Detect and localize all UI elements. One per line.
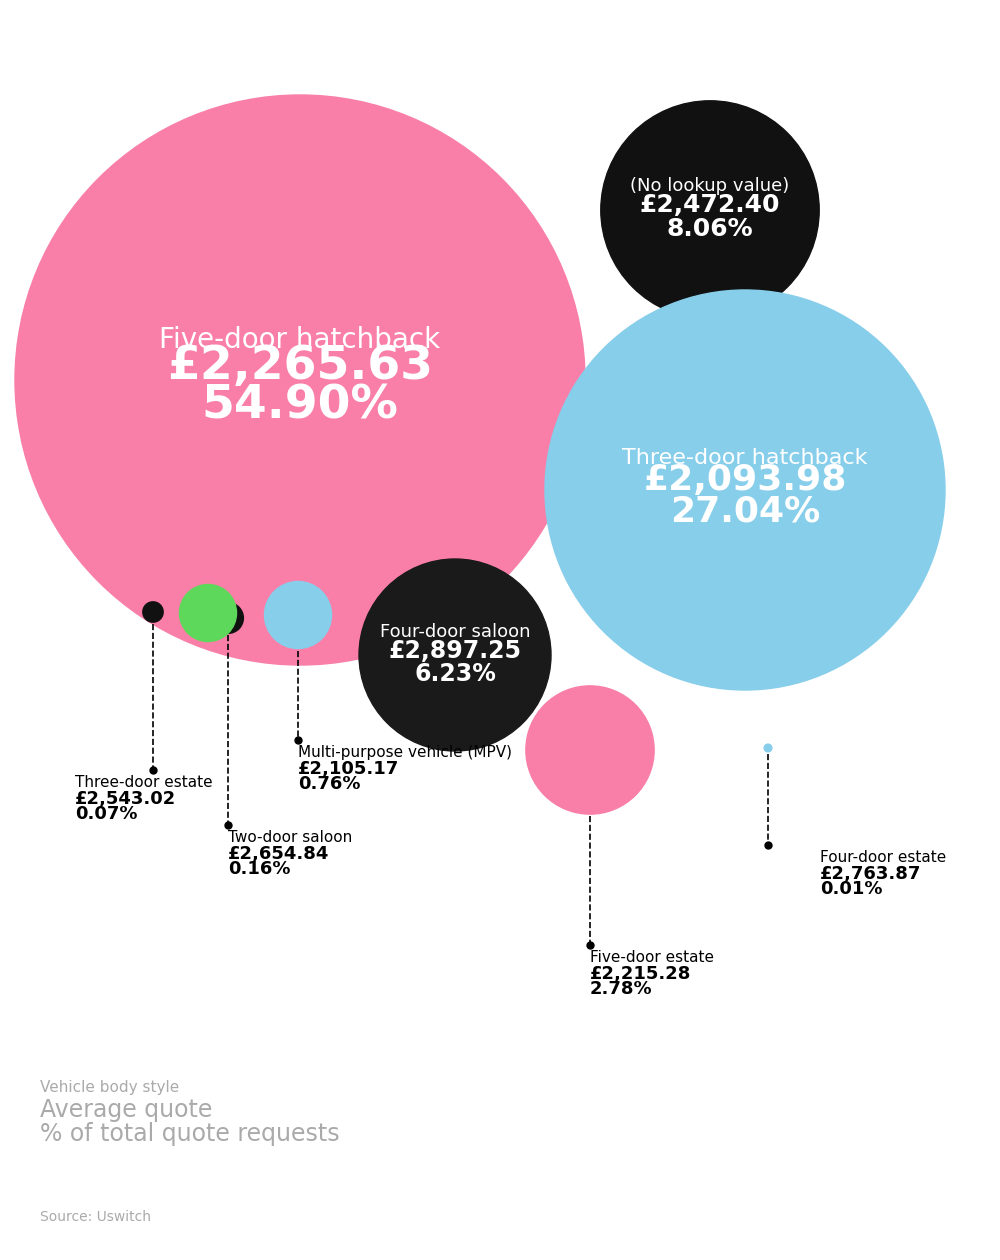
Circle shape — [179, 585, 237, 641]
Text: Four-door estate: Four-door estate — [820, 850, 946, 866]
Text: £2,543.02: £2,543.02 — [75, 790, 176, 808]
Text: £2,763.87: £2,763.87 — [820, 866, 921, 883]
Text: £2,215.28: £2,215.28 — [590, 965, 691, 983]
Text: 0.76%: 0.76% — [298, 775, 360, 793]
Text: 6.23%: 6.23% — [414, 662, 496, 685]
Circle shape — [15, 94, 585, 665]
Text: 0.01%: 0.01% — [820, 879, 883, 898]
Circle shape — [359, 559, 551, 751]
Text: Four-door saloon: Four-door saloon — [380, 622, 530, 641]
Text: 2.78%: 2.78% — [590, 980, 653, 998]
Text: 0.07%: 0.07% — [75, 805, 138, 823]
Text: £2,265.63: £2,265.63 — [167, 344, 433, 388]
Text: £2,105.17: £2,105.17 — [298, 760, 399, 777]
Text: 54.90%: 54.90% — [202, 383, 398, 428]
Text: Source: Uswitch: Source: Uswitch — [40, 1210, 151, 1223]
Text: £2,897.25: £2,897.25 — [388, 639, 522, 663]
Text: 0.16%: 0.16% — [228, 861, 290, 878]
Text: Vehicle body style: Vehicle body style — [40, 1080, 179, 1095]
Text: Five-door estate: Five-door estate — [590, 950, 714, 965]
Text: % of total quote requests: % of total quote requests — [40, 1121, 340, 1147]
Text: Two-door saloon: Two-door saloon — [228, 830, 352, 845]
Circle shape — [143, 602, 163, 622]
Circle shape — [545, 290, 945, 690]
Text: Five-door hatchback: Five-door hatchback — [159, 326, 441, 354]
Circle shape — [764, 745, 772, 752]
Circle shape — [213, 602, 243, 634]
Text: £2,093.98: £2,093.98 — [643, 462, 847, 496]
Circle shape — [264, 581, 332, 649]
Text: 27.04%: 27.04% — [670, 495, 820, 529]
Text: Average quote: Average quote — [40, 1097, 212, 1121]
Text: (No lookup value): (No lookup value) — [630, 176, 790, 195]
Text: Three-door hatchback: Three-door hatchback — [622, 449, 868, 467]
Text: £2,472.40: £2,472.40 — [640, 193, 780, 217]
Circle shape — [601, 101, 819, 319]
Text: Multi-purpose vehicle (MPV): Multi-purpose vehicle (MPV) — [298, 745, 512, 760]
Circle shape — [526, 685, 654, 814]
Text: Three-door estate: Three-door estate — [75, 775, 213, 790]
Text: 8.06%: 8.06% — [667, 217, 753, 241]
Text: £2,654.84: £2,654.84 — [228, 845, 329, 863]
